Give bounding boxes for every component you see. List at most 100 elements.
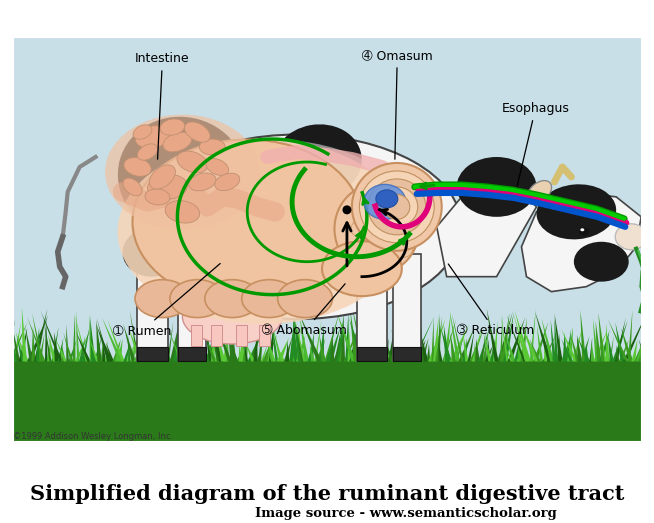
Bar <box>357 347 387 361</box>
Polygon shape <box>256 346 262 361</box>
Polygon shape <box>204 318 213 361</box>
Polygon shape <box>501 313 509 361</box>
Ellipse shape <box>215 173 240 191</box>
Ellipse shape <box>182 289 282 344</box>
Polygon shape <box>190 335 201 361</box>
Polygon shape <box>364 342 369 361</box>
Polygon shape <box>228 322 233 361</box>
Polygon shape <box>269 308 278 361</box>
Polygon shape <box>380 332 384 361</box>
Polygon shape <box>345 313 349 361</box>
Polygon shape <box>487 309 499 361</box>
Ellipse shape <box>364 185 405 219</box>
Ellipse shape <box>133 140 412 304</box>
Polygon shape <box>490 339 495 361</box>
Polygon shape <box>561 339 573 361</box>
Polygon shape <box>572 327 583 361</box>
Polygon shape <box>452 314 464 361</box>
Ellipse shape <box>278 280 332 317</box>
Polygon shape <box>500 315 502 361</box>
Polygon shape <box>290 311 295 361</box>
Polygon shape <box>623 312 647 361</box>
Polygon shape <box>296 323 304 361</box>
Polygon shape <box>370 336 372 361</box>
Ellipse shape <box>527 180 551 203</box>
Polygon shape <box>356 343 360 361</box>
Polygon shape <box>250 316 266 361</box>
Polygon shape <box>167 322 173 361</box>
Polygon shape <box>79 336 85 361</box>
Polygon shape <box>168 327 182 361</box>
Ellipse shape <box>135 280 190 317</box>
Polygon shape <box>514 332 522 361</box>
Polygon shape <box>506 314 526 361</box>
Polygon shape <box>428 319 445 361</box>
Polygon shape <box>561 329 577 361</box>
Ellipse shape <box>133 125 152 139</box>
Text: Esophagus: Esophagus <box>502 102 570 186</box>
Polygon shape <box>602 339 607 361</box>
Polygon shape <box>493 321 498 361</box>
Polygon shape <box>34 309 48 361</box>
Polygon shape <box>264 335 277 361</box>
Polygon shape <box>41 311 63 361</box>
Polygon shape <box>643 337 651 361</box>
Polygon shape <box>183 318 188 361</box>
Polygon shape <box>566 329 571 361</box>
Ellipse shape <box>536 184 616 240</box>
Polygon shape <box>16 334 24 361</box>
Polygon shape <box>247 336 260 361</box>
Polygon shape <box>562 333 568 361</box>
Polygon shape <box>133 332 147 361</box>
Polygon shape <box>616 345 620 361</box>
Polygon shape <box>152 323 156 361</box>
Polygon shape <box>640 322 644 361</box>
Polygon shape <box>530 308 536 361</box>
Polygon shape <box>90 314 92 361</box>
Ellipse shape <box>137 144 158 160</box>
Polygon shape <box>567 327 573 361</box>
Polygon shape <box>18 327 27 361</box>
Polygon shape <box>478 325 490 361</box>
Polygon shape <box>292 325 301 361</box>
Ellipse shape <box>615 224 647 250</box>
Polygon shape <box>486 339 490 361</box>
Polygon shape <box>433 316 439 361</box>
Polygon shape <box>76 311 80 361</box>
Polygon shape <box>101 339 103 361</box>
Polygon shape <box>63 333 73 361</box>
Polygon shape <box>482 333 489 361</box>
Polygon shape <box>13 322 21 361</box>
Polygon shape <box>463 333 468 361</box>
Polygon shape <box>443 312 451 361</box>
Polygon shape <box>147 345 156 361</box>
Polygon shape <box>314 320 322 361</box>
Polygon shape <box>145 324 148 361</box>
Polygon shape <box>474 343 476 361</box>
Ellipse shape <box>272 124 362 200</box>
Polygon shape <box>395 332 405 361</box>
Polygon shape <box>584 344 589 361</box>
Polygon shape <box>497 311 513 361</box>
Ellipse shape <box>334 184 419 274</box>
Polygon shape <box>51 327 59 361</box>
Polygon shape <box>45 316 48 361</box>
Ellipse shape <box>163 132 192 152</box>
Polygon shape <box>333 331 345 361</box>
Polygon shape <box>413 316 434 361</box>
Text: ➄ Abomasum: ➄ Abomasum <box>262 284 347 337</box>
Polygon shape <box>215 323 219 361</box>
Polygon shape <box>349 329 357 361</box>
Polygon shape <box>449 324 469 361</box>
Polygon shape <box>61 345 65 361</box>
Ellipse shape <box>206 158 229 175</box>
Polygon shape <box>46 338 51 361</box>
Polygon shape <box>506 333 516 361</box>
Polygon shape <box>258 311 264 361</box>
Polygon shape <box>561 334 572 361</box>
Polygon shape <box>237 340 247 361</box>
Ellipse shape <box>118 117 247 237</box>
Polygon shape <box>441 327 452 361</box>
Polygon shape <box>437 187 536 277</box>
Polygon shape <box>380 328 390 361</box>
